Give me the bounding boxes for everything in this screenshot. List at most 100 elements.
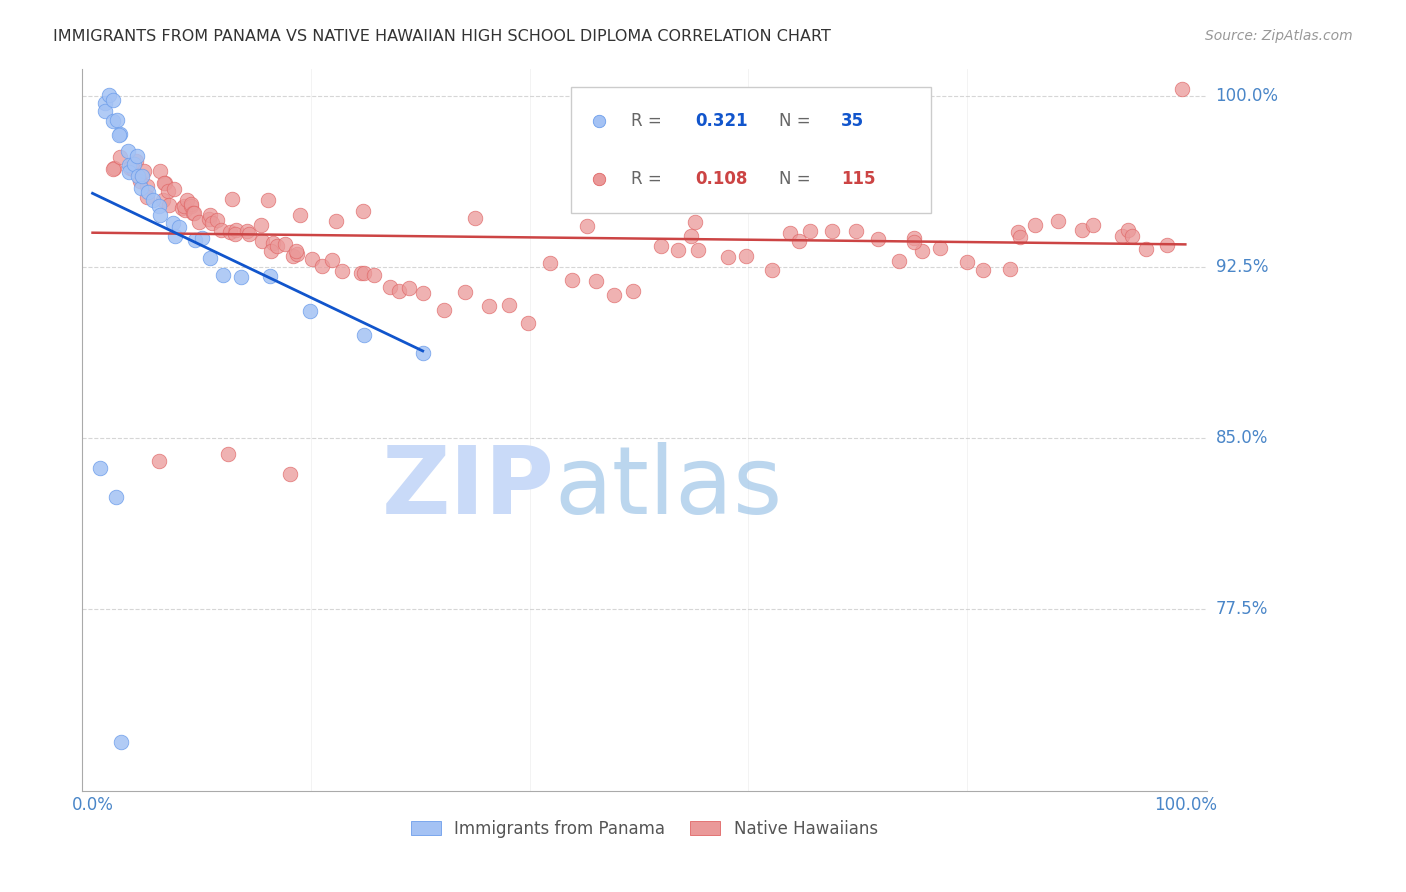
Point: [149, 208, 172, 222]
Point: [198, 208, 221, 222]
Point: [174, 202, 197, 217]
Point: [127, 149, 149, 163]
Point: [188, 215, 211, 229]
FancyBboxPatch shape: [571, 87, 931, 213]
Point: [128, 174, 150, 188]
Point: [325, 214, 347, 228]
Point: [205, 213, 228, 227]
Point: [1008, 230, 1031, 244]
Point: [108, 150, 131, 164]
Point: [1070, 223, 1092, 237]
Point: [281, 249, 304, 263]
Point: [260, 244, 283, 259]
Point: [1121, 229, 1143, 244]
Point: [808, 180, 831, 194]
Point: [903, 235, 925, 250]
Point: [311, 259, 333, 273]
Point: [516, 316, 538, 330]
Point: [93, 103, 115, 118]
Point: [285, 246, 308, 260]
Point: [198, 251, 221, 265]
Point: [157, 198, 180, 212]
Point: [1081, 219, 1104, 233]
Point: [94, 95, 117, 110]
Point: [666, 243, 689, 257]
Point: [108, 127, 131, 141]
Point: [157, 184, 180, 198]
Point: [105, 112, 128, 127]
Point: [184, 233, 207, 247]
Point: [734, 249, 756, 263]
Point: [928, 241, 950, 255]
Point: [118, 161, 141, 176]
Point: [153, 176, 176, 190]
Point: [110, 735, 132, 749]
Point: [998, 262, 1021, 277]
Point: [103, 162, 125, 177]
Point: [903, 231, 925, 245]
Point: [845, 224, 868, 238]
Point: [117, 144, 139, 158]
Text: 92.5%: 92.5%: [1216, 258, 1268, 276]
Point: [274, 237, 297, 252]
Point: [122, 157, 145, 171]
Point: [688, 243, 710, 257]
Point: [1024, 218, 1046, 232]
Point: [129, 181, 152, 195]
Point: [1116, 223, 1139, 237]
Text: 77.5%: 77.5%: [1216, 600, 1268, 618]
Point: [583, 253, 606, 268]
Point: [278, 467, 301, 481]
Point: [138, 186, 160, 200]
Point: [162, 182, 184, 196]
Point: [681, 228, 703, 243]
Point: [167, 219, 190, 234]
Point: [583, 437, 606, 451]
Point: [101, 93, 124, 107]
Point: [770, 177, 793, 191]
Point: [221, 192, 243, 206]
Point: [330, 264, 353, 278]
Point: [262, 236, 284, 251]
Point: [1171, 82, 1194, 96]
Text: N =: N =: [779, 169, 817, 188]
Point: [257, 193, 280, 207]
Point: [173, 198, 195, 212]
Point: [602, 287, 624, 301]
Point: [454, 285, 477, 300]
Point: [498, 298, 520, 312]
Point: [98, 88, 121, 103]
Point: [956, 255, 979, 269]
Point: [349, 266, 371, 280]
Point: [118, 165, 141, 179]
Point: [135, 178, 157, 193]
Point: [1135, 242, 1157, 256]
Point: [180, 198, 202, 212]
Point: [180, 197, 202, 211]
Text: 115: 115: [841, 169, 876, 188]
Point: [911, 244, 934, 258]
Point: [799, 223, 821, 237]
Point: [183, 206, 205, 220]
Point: [1111, 229, 1133, 244]
Point: [538, 255, 561, 269]
Point: [103, 161, 125, 175]
Point: [388, 284, 411, 298]
Point: [163, 228, 186, 243]
Point: [1046, 214, 1069, 228]
Text: ZIP: ZIP: [381, 442, 554, 533]
Point: [716, 251, 738, 265]
Point: [149, 163, 172, 178]
Point: [250, 219, 273, 233]
Point: [238, 227, 260, 241]
Point: [122, 162, 145, 177]
Point: [104, 490, 127, 504]
Point: [252, 234, 274, 248]
Point: [217, 447, 239, 461]
Text: R =: R =: [631, 169, 666, 188]
Point: [89, 461, 111, 475]
Point: [125, 154, 148, 169]
Point: [131, 169, 153, 184]
Point: [398, 281, 420, 295]
Point: [787, 235, 810, 249]
